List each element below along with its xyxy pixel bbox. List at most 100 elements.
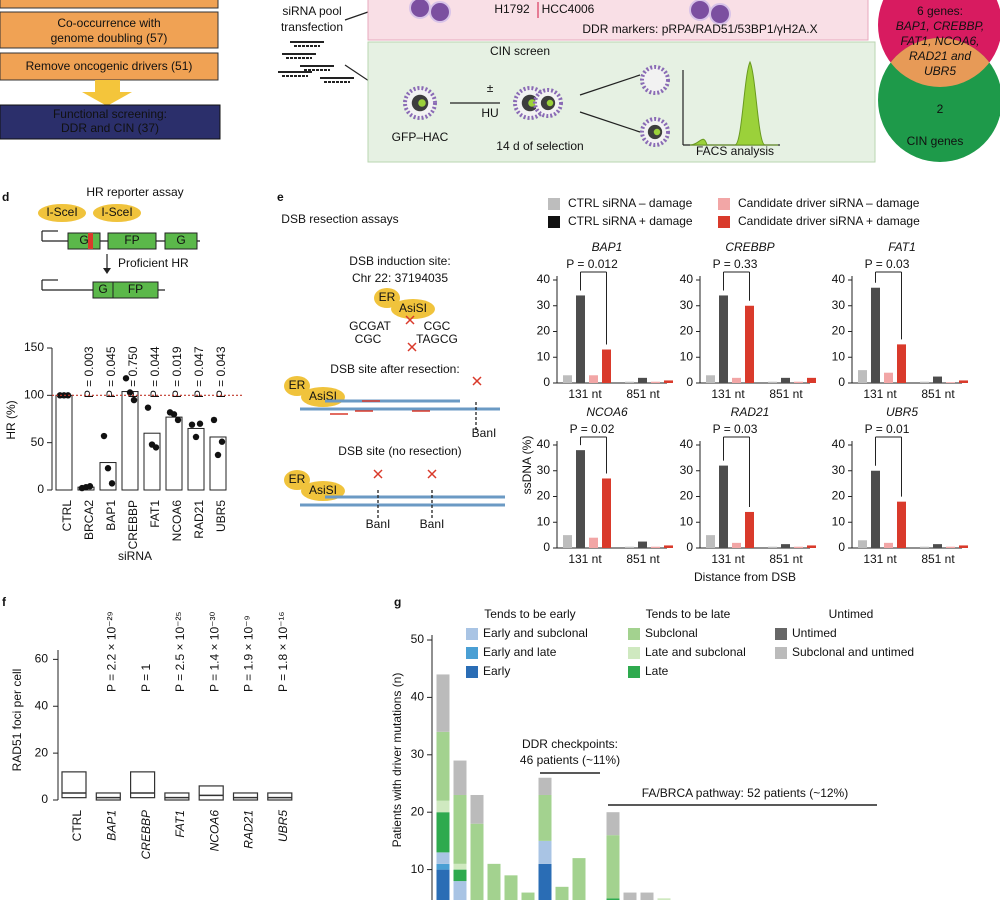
label: transfection	[281, 20, 343, 34]
label: ER	[289, 472, 306, 486]
point	[218, 438, 226, 445]
bar	[664, 545, 673, 548]
bar	[732, 542, 741, 548]
bar-segment	[436, 674, 450, 732]
legend-swatch	[628, 628, 640, 640]
panel-title: FAT1	[888, 240, 916, 254]
y-tick-label: 10	[832, 514, 846, 528]
bar	[946, 382, 955, 383]
facs-peak	[689, 60, 778, 146]
x-tick-label: CREBBP	[139, 810, 153, 859]
legend-label: Subclonal	[645, 626, 698, 640]
box	[164, 792, 190, 801]
bar	[745, 305, 754, 383]
cin-box	[367, 41, 876, 163]
label: HU	[481, 106, 498, 120]
bar-segment	[555, 886, 569, 900]
bar-segment	[538, 794, 552, 841]
y-tick-label: 0	[543, 375, 550, 389]
y-axis-label: Patients with driver mutations (n)	[390, 673, 404, 848]
y-tick-label: 30	[832, 298, 846, 312]
y-tick-label: 30	[411, 747, 425, 761]
label: RAD21 and	[909, 49, 971, 63]
x-tick-label: BRCA2	[82, 500, 96, 540]
panel-title: BAP1	[592, 240, 623, 254]
gene-box	[107, 232, 157, 250]
box	[198, 785, 224, 801]
label: Functional screening:	[53, 107, 167, 121]
cell	[640, 65, 670, 95]
point	[214, 451, 222, 459]
y-tick-label: 40	[832, 272, 846, 286]
legend-swatch	[628, 666, 640, 678]
x-tick-label: RAD21	[192, 500, 206, 539]
x-tick-label: NCOA6	[170, 500, 184, 542]
y-tick-label: 30	[680, 298, 694, 312]
hac	[653, 128, 661, 136]
box	[267, 792, 293, 801]
y-tick-label: 20	[832, 324, 846, 338]
y-axis-label: ssDNA (%)	[520, 436, 534, 495]
annotation: 46 patients (~11%)	[520, 753, 620, 767]
bar	[732, 377, 741, 383]
label: DDR and CIN (37)	[61, 121, 159, 135]
y-tick-label: 50	[31, 435, 45, 449]
label: 14 d of selection	[496, 139, 583, 153]
legend-label: Early and subclonal	[483, 626, 588, 640]
bar	[576, 450, 585, 548]
bar	[959, 545, 968, 548]
p-value: P = 0.03	[865, 257, 910, 271]
y-tick-label: 10	[411, 862, 425, 876]
y-axis-label: RAD51 foci per cell	[10, 669, 24, 772]
bar	[625, 381, 634, 383]
bar	[719, 295, 728, 383]
p-value: P = 0.33	[713, 257, 758, 271]
bar-segment	[538, 777, 552, 795]
label: HR reporter assay	[86, 185, 183, 199]
p-value: P = 0.047	[192, 346, 206, 398]
label: I-SceI	[101, 205, 132, 219]
label: FACS analysis	[696, 144, 774, 158]
annotation: DDR checkpoints:	[522, 737, 618, 751]
x-tick-label: RAD21	[242, 810, 256, 849]
bar	[589, 375, 598, 383]
bar	[920, 381, 929, 383]
legend-swatch	[466, 666, 478, 678]
legend-swatch	[775, 647, 787, 659]
cut-site	[472, 376, 482, 386]
panel-title: RAD21	[731, 405, 770, 419]
bar	[897, 501, 906, 548]
label: GCGAT	[349, 319, 391, 333]
legend-label: Subclonal and untimed	[792, 645, 914, 659]
flow-arrow	[82, 80, 132, 106]
arrow	[579, 74, 641, 96]
point	[86, 483, 94, 490]
p-value: P = 0.044	[148, 346, 162, 398]
x-tick-label: 131 nt	[711, 552, 745, 566]
x-tick-label: 851 nt	[626, 387, 660, 401]
point	[152, 444, 160, 451]
cell	[709, 3, 731, 25]
bar	[55, 394, 73, 491]
flow-box	[0, 52, 219, 81]
label: AsiSI	[399, 301, 427, 315]
bar-segment	[436, 852, 450, 864]
bar	[794, 546, 803, 548]
legend-swatch	[718, 216, 730, 228]
legend-swatch	[466, 647, 478, 659]
x-tick-label: 851 nt	[921, 387, 955, 401]
label: FP	[124, 233, 139, 247]
y-tick-label: 10	[680, 349, 694, 363]
label: G	[79, 233, 88, 247]
panel-letter: e	[277, 190, 284, 204]
label: HCC4006	[542, 2, 595, 16]
point	[122, 375, 130, 382]
y-tick-label: 0	[838, 540, 845, 554]
x-tick-label: FAT1	[173, 810, 187, 838]
bar	[781, 377, 790, 383]
bar	[768, 381, 777, 383]
bar	[651, 381, 660, 383]
y-tick-label: 40	[680, 272, 694, 286]
y-tick-label: 50	[411, 632, 425, 646]
legend-swatch	[548, 216, 560, 228]
